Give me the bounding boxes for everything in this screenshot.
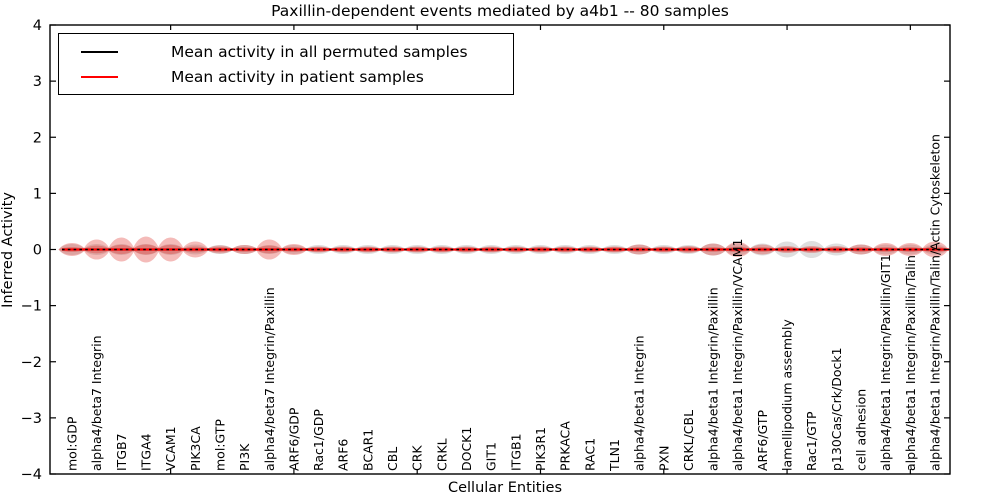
legend-label: Mean activity in all permuted samples — [171, 42, 468, 61]
x-tick-label: p130Cas/Crk/Dock1 — [829, 347, 844, 471]
x-tick-label: PIK3CA — [188, 426, 203, 471]
y-tick-label: 4 — [33, 18, 42, 34]
x-tick-label: ARF6/GTP — [755, 410, 770, 471]
x-tick-label: lamellipodium assembly — [780, 319, 795, 471]
x-tick-label: ITGA4 — [138, 433, 153, 471]
legend-item-0: Mean activity in all permuted samples — [59, 39, 513, 64]
legend-item-1: Mean activity in patient samples — [59, 64, 513, 89]
x-tick-label: PXN — [656, 446, 671, 471]
x-tick-label: VCAM1 — [163, 426, 178, 471]
x-tick-label: alpha4/beta7 Integrin/Paxillin — [262, 287, 277, 471]
x-tick-label: mol:GTP — [212, 419, 227, 471]
x-tick-label: alpha4/beta1 Integrin/Paxillin — [706, 287, 721, 471]
x-tick-label: RAC1 — [582, 438, 597, 471]
y-tick-label: 2 — [33, 130, 42, 146]
legend-line-sample — [81, 50, 118, 53]
y-tick-label: −4 — [21, 467, 42, 483]
x-tick-label: DOCK1 — [459, 427, 474, 471]
x-tick-label: alpha4/beta1 Integrin/Paxillin/VCAM1 — [730, 239, 745, 471]
x-tick-label: GIT1 — [484, 442, 499, 471]
x-tick-label: BCAR1 — [360, 429, 375, 471]
legend-label: Mean activity in patient samples — [171, 67, 424, 86]
y-tick-label: −2 — [21, 355, 42, 371]
x-tick-label: alpha4/beta1 Integrin/Paxillin/Talin/Act… — [928, 134, 943, 471]
x-tick-label: ARF6/GDP — [286, 407, 301, 471]
x-tick-label: CRKL/CBL — [681, 410, 696, 471]
x-tick-label: CBL — [385, 447, 400, 471]
x-tick-label: ARF6 — [336, 439, 351, 471]
x-tick-label: ITGB1 — [508, 433, 523, 471]
x-tick-label: alpha4/beta1 Integrin/Paxillin/Talin — [903, 255, 918, 471]
y-tick-label: 3 — [33, 74, 42, 90]
x-tick-label: alpha4/beta1 Integrin/Paxillin/GIT1 — [878, 254, 893, 471]
x-tick-label: CRKL — [434, 438, 449, 471]
x-tick-label: alpha4/beta1 Integrin — [632, 335, 647, 471]
y-tick-label: −1 — [21, 299, 42, 315]
x-tick-label: TLN1 — [607, 439, 622, 472]
y-axis-label: Inferred Activity — [0, 192, 16, 308]
y-tick-label: −3 — [21, 411, 42, 427]
x-tick-label: Rac1/GDP — [311, 409, 326, 471]
x-tick-label: Rac1/GTP — [804, 411, 819, 471]
legend: Mean activity in all permuted samples Mea… — [58, 33, 514, 95]
x-tick-label: cell adhesion — [854, 389, 869, 471]
x-tick-label: PIK3R1 — [533, 427, 548, 471]
x-tick-label: ITGB7 — [114, 433, 129, 471]
y-tick-label: 0 — [33, 243, 42, 259]
x-tick-label: PI3K — [237, 443, 252, 471]
x-tick-label: alpha4/beta7 Integrin — [89, 335, 104, 471]
chart-title: Paxillin-dependent events mediated by a4… — [271, 2, 729, 20]
x-tick-label: mol:GDP — [65, 416, 80, 471]
x-axis-label: Cellular Entities — [447, 480, 563, 496]
legend-line-sample — [81, 75, 118, 78]
x-tick-label: PRKACA — [558, 421, 573, 471]
violin-series — [58, 236, 949, 263]
y-tick-label: 1 — [33, 186, 42, 202]
x-tick-label: CRK — [410, 445, 425, 471]
